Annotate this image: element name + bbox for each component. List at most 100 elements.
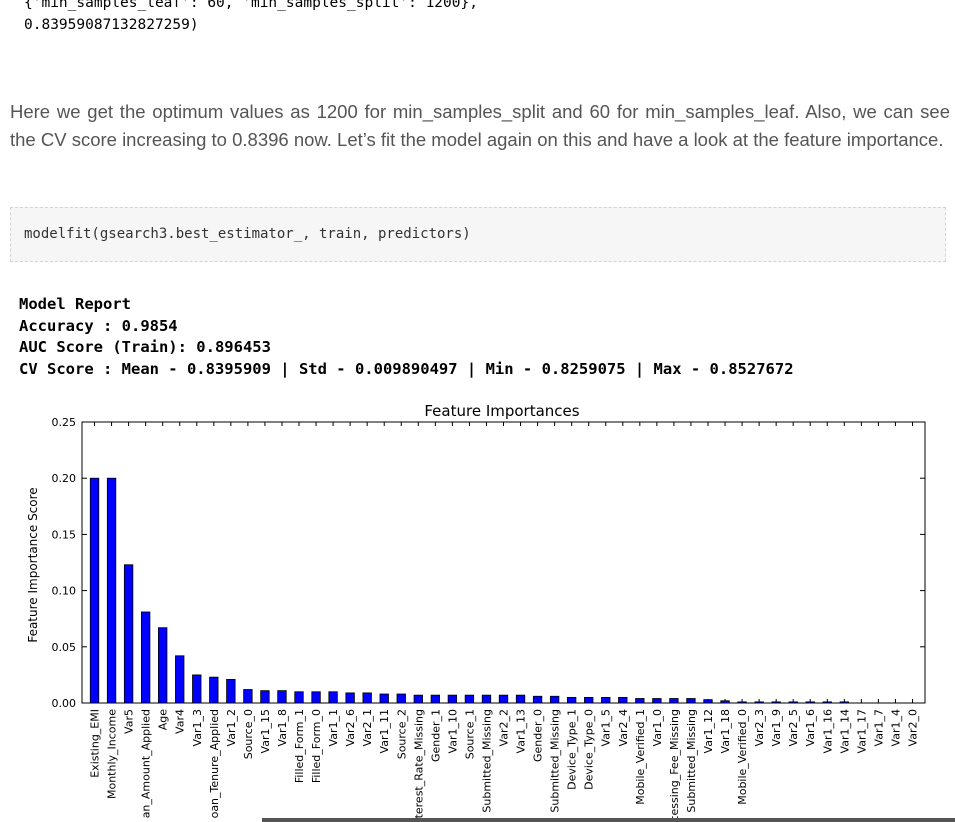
x-tick-label: Var1_14 xyxy=(838,709,851,753)
x-tick-label: Var1_4 xyxy=(889,709,902,746)
bar-submitted_missing xyxy=(481,694,492,704)
bar-source_0 xyxy=(243,689,253,704)
code-cell[interactable]: modelfit(gsearch3.best_estimator_, train… xyxy=(10,207,946,262)
x-tick-label: Var2_5 xyxy=(787,709,800,746)
report-auc: AUC Score (Train): 0.896453 xyxy=(19,338,271,356)
code-text: modelfit(gsearch3.best_estimator_, train… xyxy=(24,226,471,242)
bar-gender_0 xyxy=(532,695,543,704)
bar-var1_15 xyxy=(260,690,270,704)
x-tick-label: Processing_Fee_Missing xyxy=(668,709,681,818)
x-tick-label: Var1_17 xyxy=(855,709,868,753)
bar-mobile_verified_1 xyxy=(635,698,645,704)
x-tick-label: Device_Type_1 xyxy=(566,709,579,790)
y-tick-label: 0.10 xyxy=(52,585,77,598)
y-tick-label: 0.05 xyxy=(52,641,77,654)
bar-gender_1 xyxy=(430,694,440,704)
x-tick-label: Var1_3 xyxy=(191,709,204,746)
bar-var1_2 xyxy=(226,678,236,704)
x-tick-label: Gender_0 xyxy=(532,709,545,762)
y-tick-label: 0.00 xyxy=(52,697,77,710)
output-params-line: {'min_samples_leaf': 60, 'min_samples_sp… xyxy=(24,0,478,11)
bar-var1_12 xyxy=(703,699,713,704)
x-tick-label: Device_Type_0 xyxy=(583,709,596,790)
bar-mobile_verified_0 xyxy=(737,701,747,704)
bar-var4 xyxy=(175,655,185,704)
bar-loan_amount_applied xyxy=(140,611,151,704)
y-axis-label: Feature Importance Score xyxy=(26,487,40,642)
bar-var1_3 xyxy=(192,674,202,704)
bar-var1_13 xyxy=(515,694,526,704)
bar-var5 xyxy=(123,564,134,704)
x-tick-label: Var1_5 xyxy=(600,709,613,746)
y-tick-label: 0.25 xyxy=(52,416,77,429)
x-tick-label: Submitted_Missing xyxy=(549,709,562,813)
bar-var2_2 xyxy=(498,694,509,704)
y-tick-label: 0.20 xyxy=(52,472,77,485)
bar-var1_18 xyxy=(720,700,730,704)
bar-var1_0 xyxy=(652,698,662,704)
plot-frame xyxy=(81,421,926,704)
x-tick-label: Var2_1 xyxy=(361,709,374,746)
output-score-line: 0.83959087132827259) xyxy=(24,17,199,33)
bar-var1_8 xyxy=(277,690,287,704)
x-tick-label: Mobile_Verified_1 xyxy=(634,709,647,805)
bar-interest_rate_missing xyxy=(413,694,423,704)
bar-var2_6 xyxy=(345,692,355,704)
x-tick-label: Var4 xyxy=(174,709,187,734)
bar-var1_6 xyxy=(805,701,815,704)
scroll-indicator xyxy=(262,818,955,822)
bar-monthly_income xyxy=(106,477,117,704)
report-accuracy: Accuracy : 0.9854 xyxy=(19,316,178,335)
bar-age xyxy=(158,627,168,704)
bar-submitted_missing xyxy=(549,695,560,704)
bar-var1_16 xyxy=(822,701,832,704)
x-tick-label: Loan_Tenure_Applied xyxy=(208,709,221,818)
x-tick-label: Var5 xyxy=(123,709,136,734)
x-tick-label: Existing_EMI xyxy=(89,709,102,778)
x-tick-label: Var1_18 xyxy=(719,709,732,753)
x-tick-label: Source_2 xyxy=(395,709,408,759)
x-tick-label: Submitted_Missing xyxy=(685,709,698,813)
x-tick-label: Loan_Amount_Applied xyxy=(140,709,153,818)
x-tick-label: Var1_12 xyxy=(702,709,715,753)
x-tick-label: Var1_7 xyxy=(872,709,885,746)
feature-importance-chart: Feature Importances Feature Importance S… xyxy=(26,402,926,818)
x-tick-label: Var1_0 xyxy=(651,709,664,746)
x-tick-label: Age xyxy=(157,709,170,731)
bar-device_type_0 xyxy=(584,696,594,704)
explanation-paragraph: Here we get the optimum values as 1200 f… xyxy=(10,101,950,150)
x-tick-label: Var2_4 xyxy=(617,709,630,746)
x-tick-label: Var1_9 xyxy=(770,709,783,746)
x-tick-label: Var2_3 xyxy=(753,709,766,746)
x-tick-label: Monthly_Income xyxy=(106,709,119,799)
bar-var1_9 xyxy=(771,701,781,704)
x-tick-label: Var1_13 xyxy=(515,709,528,753)
x-tick-label: Var2_0 xyxy=(906,709,919,746)
x-tick-label: Var2_2 xyxy=(498,709,511,746)
y-tick-label: 0.15 xyxy=(52,528,77,541)
bar-filled_form_1 xyxy=(294,691,304,704)
bar-var2_4 xyxy=(618,696,628,704)
x-tick-label: Interest_Rate_Missing xyxy=(412,709,425,818)
bar-loan_tenure_applied xyxy=(209,676,219,704)
bar-var1_10 xyxy=(447,694,458,704)
bar-existing_emi xyxy=(89,477,100,704)
x-tick-label: Source_1 xyxy=(463,709,476,759)
bar-var1_14 xyxy=(839,701,849,704)
x-tick-label: Var1_2 xyxy=(225,709,238,746)
bar-filled_form_0 xyxy=(311,691,321,704)
x-tick-label: Mobile_Verified_0 xyxy=(736,709,749,805)
x-tick-label: Submitted_Missing xyxy=(480,709,493,813)
x-tick-label: Var1_11 xyxy=(378,709,391,753)
previous-output: {'min_samples_leaf': 60, 'min_samples_sp… xyxy=(24,0,478,36)
x-tick-label: Var1_1 xyxy=(327,709,340,746)
bar-var2_3 xyxy=(754,701,764,704)
x-tick-label: Var2_6 xyxy=(344,709,357,746)
model-report: Model Report Accuracy : 0.9854 AUC Score… xyxy=(19,294,794,380)
bar-source_1 xyxy=(464,694,475,704)
x-tick-label: Var1_6 xyxy=(804,709,817,746)
bar-source_2 xyxy=(396,693,406,704)
bar-var2_5 xyxy=(788,701,798,704)
x-tick-label: Filled_Form_1 xyxy=(293,709,306,783)
bar-var1_5 xyxy=(601,696,611,704)
